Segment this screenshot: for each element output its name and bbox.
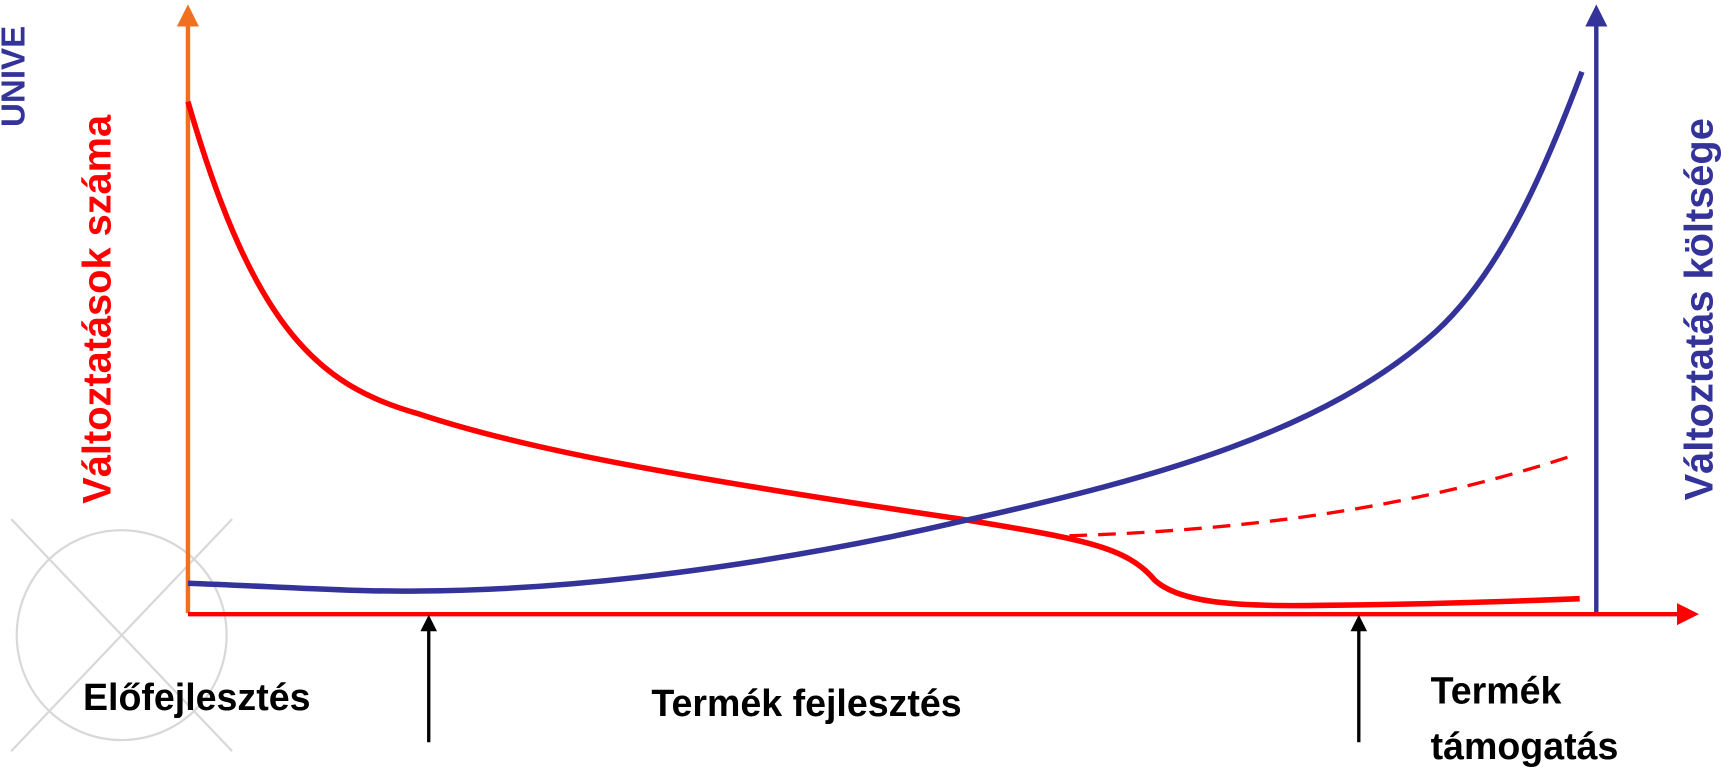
phase-label: Termék bbox=[1431, 670, 1562, 712]
right-axis-label: Változtatás költsége bbox=[1677, 118, 1721, 500]
phase-label: támogatás bbox=[1431, 725, 1619, 767]
cost-curve bbox=[187, 70, 1585, 594]
watermark bbox=[10, 518, 233, 752]
left-axis-label: Változtatások száma bbox=[76, 114, 120, 504]
dashed-curve bbox=[1069, 453, 1575, 538]
phase-label: Termék fejlesztés bbox=[651, 682, 961, 724]
changes-curve bbox=[185, 100, 1580, 609]
phase-label: Előfejlesztés bbox=[83, 676, 310, 718]
corner-text: UNIVE bbox=[0, 26, 32, 127]
